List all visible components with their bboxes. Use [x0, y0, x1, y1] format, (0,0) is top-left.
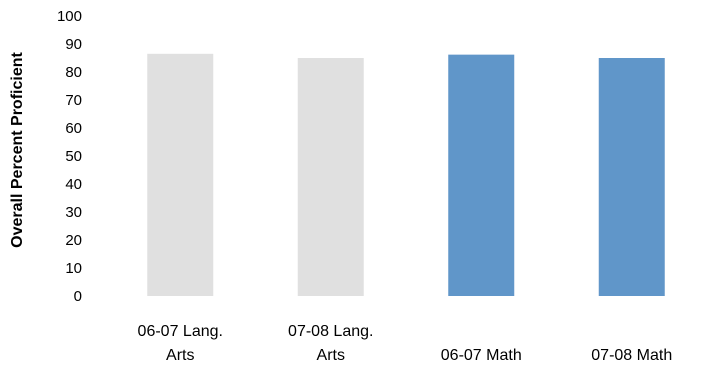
y-tick-label: 10	[65, 260, 82, 277]
bar	[598, 58, 665, 296]
bar	[297, 58, 364, 296]
y-axis-ticks: 0 10 20 30 40 50 60 70 80 90 100	[57, 8, 82, 305]
category-label: Arts	[166, 347, 194, 364]
category-label: Arts	[317, 347, 345, 364]
category-label: 06-07 Lang.	[138, 323, 223, 340]
y-tick-label: 20	[65, 232, 82, 249]
category-label: 06-07 Math	[441, 347, 522, 364]
y-tick-label: 60	[65, 120, 82, 137]
y-tick-label: 50	[65, 148, 82, 165]
y-tick-label: 0	[74, 288, 82, 305]
y-axis-title: Overall Percent Proficient	[9, 52, 26, 248]
y-tick-label: 30	[65, 204, 82, 221]
category-label: 07-08 Lang.	[288, 323, 373, 340]
y-tick-label: 40	[65, 176, 82, 193]
y-tick-label: 90	[65, 36, 82, 53]
bar	[147, 53, 214, 296]
category-labels: 06-07 Lang. Arts 07-08 Lang. Arts 06-07 Math…	[138, 323, 673, 364]
y-tick-label: 80	[65, 64, 82, 81]
category-label: 07-08 Math	[591, 347, 672, 364]
y-tick-label: 70	[65, 92, 82, 109]
bars	[147, 53, 665, 296]
y-tick-label: 100	[57, 8, 82, 25]
bar	[448, 54, 515, 296]
